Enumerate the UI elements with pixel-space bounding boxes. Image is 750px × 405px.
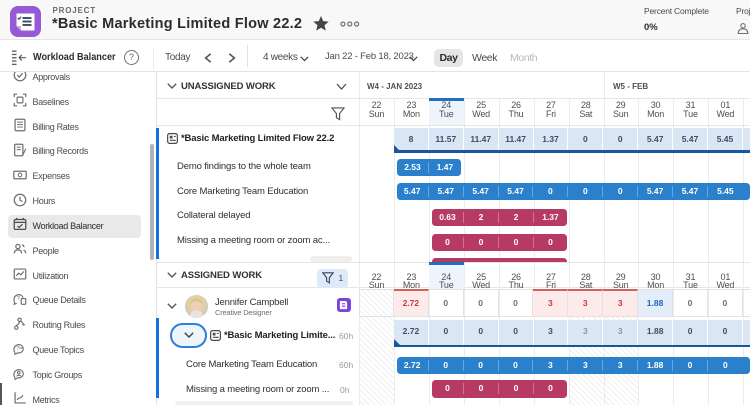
svg-text:?: ? [16,296,19,302]
svg-text:?=: ?= [16,346,23,352]
